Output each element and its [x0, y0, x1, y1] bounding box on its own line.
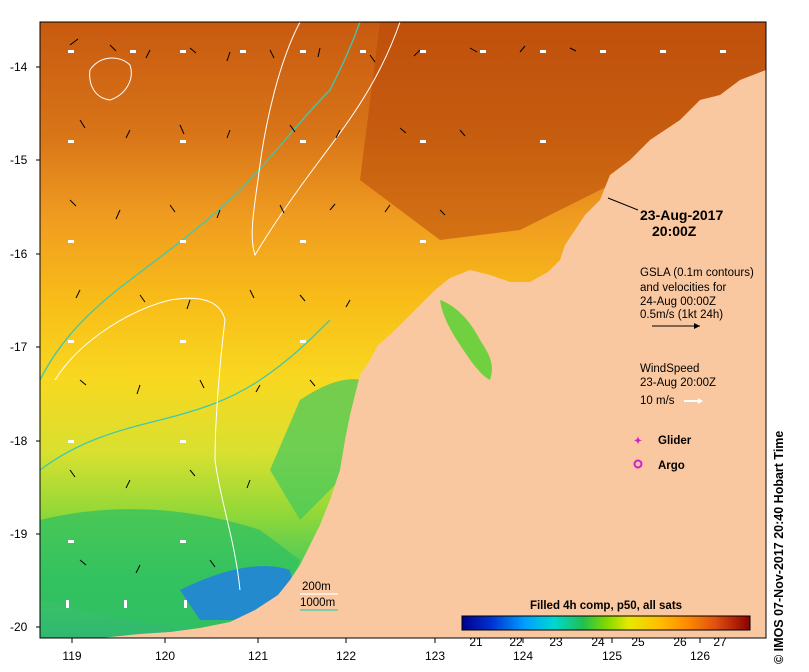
gsla-contour-eddy	[89, 57, 132, 101]
lon-tick-label: 125	[602, 649, 622, 663]
gsla-contour-west	[251, 22, 401, 257]
gsla-scale: 0.5m/s (1kt 24h)	[640, 309, 723, 321]
gsla-legend: GSLA (0.1m contours) and velocities for …	[640, 267, 754, 329]
sound-inlet	[440, 300, 492, 380]
colorbar-title: Filled 4h comp, p50, all sats	[530, 600, 682, 612]
lon-tick-label: 121	[248, 649, 268, 663]
argo-label: Argo	[658, 460, 685, 472]
gsla-contour-south	[54, 297, 241, 591]
isobath-200m-label: 200m	[302, 581, 331, 593]
isobath-1000m-north	[40, 22, 361, 381]
gsla-line-1: GSLA (0.1m contours)	[640, 267, 754, 279]
lat-tick-label: -17	[10, 340, 28, 354]
colorbar-tick: 22	[509, 635, 523, 649]
land-mass	[100, 22, 766, 638]
colorbar-tick: 24	[591, 635, 605, 649]
colorbar-gradient	[461, 615, 751, 631]
wind-line-2: 23-Aug 20:00Z	[640, 377, 716, 389]
lon-tick-label: 120	[155, 649, 175, 663]
wind-arrowhead-icon	[698, 398, 703, 404]
lat-tick-label: -16	[10, 247, 28, 261]
plot-frame	[39, 21, 767, 639]
lat-tick-label: -18	[10, 434, 28, 448]
map-plot-area	[40, 22, 766, 638]
timestamp-time: 20:00Z	[652, 223, 697, 239]
isobath-legend: 200m 1000m	[300, 581, 338, 611]
colorbar-tick: 25	[631, 635, 645, 649]
lon-tick-label: 122	[336, 649, 356, 663]
lat-tick-label: -15	[10, 153, 28, 167]
colorbar-tick: 27	[713, 635, 727, 649]
lat-tick-label: -14	[10, 60, 28, 74]
colorbar-tick: 21	[469, 635, 483, 649]
lat-tick-label: -19	[10, 527, 28, 541]
gsla-line-3: 24-Aug 00:00Z	[640, 296, 716, 308]
lon-tick-label: 119	[62, 649, 81, 663]
colorbar: Filled 4h comp, p50, all sats 21 22 23 2…	[461, 600, 751, 649]
latitude-axis: -14 -15 -16 -17 -18 -19 -20	[10, 60, 28, 634]
wind-marks	[66, 50, 726, 608]
timestamp-pointer	[607, 197, 639, 211]
platform-legend: ✦ Glider Argo	[633, 435, 692, 472]
longitude-tick-marks	[71, 638, 701, 643]
arrowhead-icon	[694, 323, 700, 329]
lat-tick-label: -20	[10, 620, 28, 634]
longitude-axis: 119 120 121 122 123 124 125 126	[62, 649, 710, 663]
isobath-1000m-label: 1000m	[300, 597, 335, 609]
lon-tick-label: 126	[690, 649, 710, 663]
lon-tick-label: 123	[425, 649, 445, 663]
latitude-tick-marks	[36, 66, 40, 628]
wind-line-1: WindSpeed	[640, 363, 699, 375]
credit-text: © IMOS 07-Nov-2017 20:40 Hobart Time	[772, 430, 786, 664]
wind-scale: 10 m/s	[640, 395, 675, 407]
gsla-line-2: and velocities for	[640, 282, 726, 294]
warm-water-region	[360, 22, 766, 240]
wind-legend: WindSpeed 23-Aug 20:00Z 10 m/s	[640, 363, 716, 407]
argo-icon	[633, 459, 643, 469]
colorbar-tick: 23	[549, 635, 563, 649]
velocity-arrows	[69, 38, 577, 574]
glider-label: Glider	[658, 435, 692, 447]
colorbar-tick: 26	[673, 635, 687, 649]
timestamp-date: 23-Aug-2017	[640, 207, 723, 223]
lon-tick-label: 124	[513, 649, 533, 663]
isobath-1000m	[40, 319, 331, 471]
glider-icon: ✦	[634, 436, 642, 447]
